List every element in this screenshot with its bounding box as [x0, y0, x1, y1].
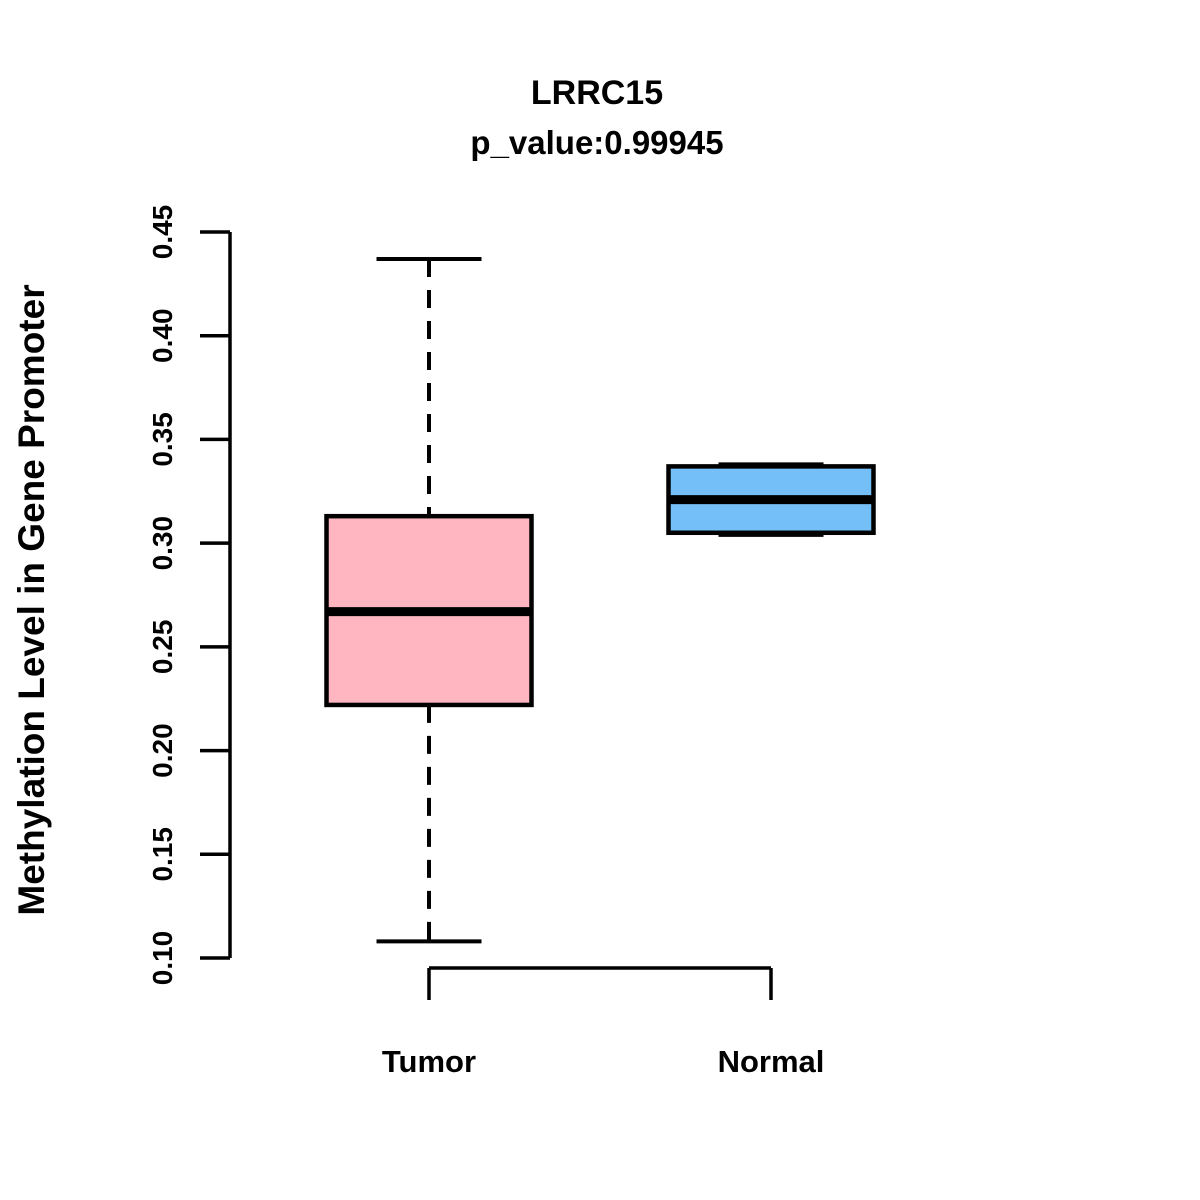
x-label-normal: Normal — [718, 1044, 825, 1079]
chart-subtitle-pvalue: p_value:0.99945 — [470, 124, 724, 161]
y-tick-label: 0.35 — [147, 412, 178, 467]
y-tick-label: 0.20 — [147, 723, 178, 778]
y-tick-label: 0.15 — [147, 827, 178, 882]
y-tick-label: 0.25 — [147, 620, 178, 675]
y-tick-label: 0.10 — [147, 931, 178, 986]
y-tick-label: 0.30 — [147, 516, 178, 571]
y-tick-label: 0.45 — [147, 205, 178, 260]
y-tick-label: 0.40 — [147, 308, 178, 363]
x-label-tumor: Tumor — [382, 1044, 476, 1079]
chart-title: LRRC15 — [530, 74, 664, 112]
